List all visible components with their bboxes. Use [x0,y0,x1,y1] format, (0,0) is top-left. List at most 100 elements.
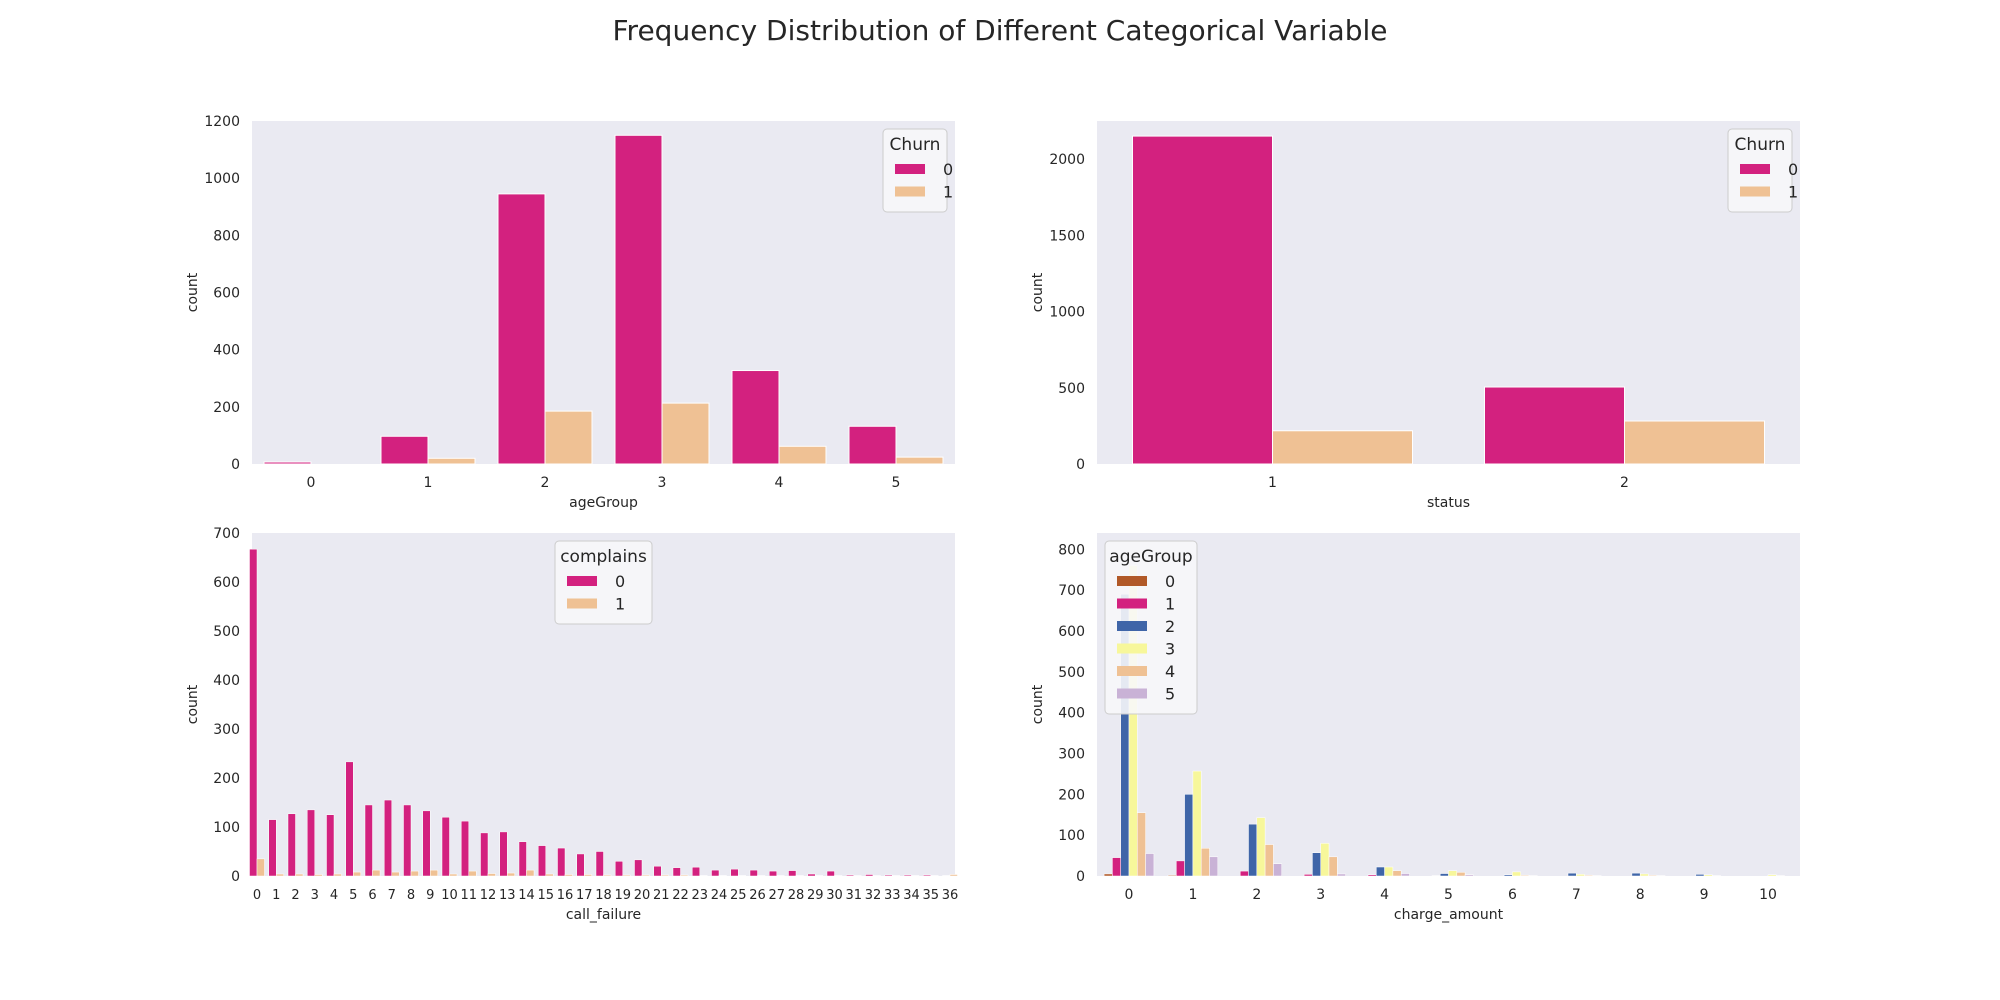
bar-ageGroup-0-series-0 [263,461,312,465]
bar-ageGroup-5-series-0 [848,425,897,465]
y-tick-label: 600 [1058,624,1085,640]
x-tick-label: 4 [775,475,784,491]
bar-charge-amount-1-series-1 [1176,860,1185,877]
bar-call-failure-14-series-0 [518,841,527,877]
bar-ageGroup-1-series-1 [427,457,476,465]
bar-call-failure-20-series-0 [634,859,643,877]
x-tick-label: 6 [368,888,376,903]
legend-swatch-2 [1117,621,1147,631]
bar-call-failure-13-series-0 [499,831,508,877]
bar-call-failure-5-series-1 [353,871,361,877]
legend-label-0: 0 [943,160,953,179]
y-tick-label: 1200 [204,114,240,130]
legend-label-0: 0 [615,572,625,591]
x-tick-label: 13 [499,888,516,903]
x-tick-label: 0 [253,888,261,903]
x-tick-label: 3 [311,888,319,903]
legend-swatch-0 [895,164,925,174]
bar-charge-amount-0-series-0 [1103,873,1113,877]
bar-call-failure-33-series-0 [884,874,893,877]
y-tick-label: 400 [1058,706,1085,722]
bar-ageGroup-5-series-1 [895,456,944,465]
bar-call-failure-2-series-1 [295,873,304,877]
legend-label-1: 1 [1165,595,1175,614]
bar-call-failure-18-series-0 [595,851,604,877]
y-tick-label: 200 [1058,787,1085,803]
y-tick-label: 200 [213,400,240,416]
x-tick-label: 17 [576,888,593,903]
y-tick-label: 1500 [1049,228,1085,244]
bar-charge-amount-10-series-3 [1767,874,1777,877]
bar-call-failure-17-series-1 [584,874,592,877]
x-tick-label: 4 [1380,887,1389,903]
bar-ageGroup-4-series-1 [778,445,827,465]
x-tick-label: 15 [537,888,554,903]
x-tick-label: 1 [1268,475,1277,491]
legend-label-0: 0 [1788,160,1798,179]
x-axis-label: charge_amount [1394,907,1504,923]
legend-swatch-4 [1117,666,1147,676]
x-tick-label: 22 [672,888,689,903]
y-tick-label: 1000 [1049,305,1085,321]
x-tick-label: 0 [1125,887,1134,903]
bar-charge-amount-5-series-2 [1439,873,1449,877]
legend-label-1: 1 [943,183,953,202]
y-tick-label: 500 [213,624,240,640]
bar-charge-amount-7-series-2 [1567,872,1577,877]
x-tick-label: 8 [407,888,415,903]
bar-call-failure-23-series-0 [692,866,700,877]
legend-swatch-1 [895,186,925,197]
legend: complains 0 1 [554,540,653,625]
bar-charge-amount-8-series-4 [1648,874,1658,877]
x-tick-label: 31 [845,888,862,903]
bar-call-failure-31-series-0 [846,874,854,877]
bar-status-1-series-0 [1132,135,1273,465]
legend-title: complains [560,547,647,567]
y-tick-label: 300 [213,722,240,738]
x-tick-label: 33 [884,888,901,903]
bar-ageGroup-2-series-1 [544,410,593,465]
y-tick-label: 800 [213,228,240,244]
legend-label-5: 5 [1165,685,1175,704]
y-tick-label: 2000 [1049,152,1085,168]
bar-call-failure-20-series-1 [641,874,650,877]
y-tick-label: 100 [1058,828,1085,844]
x-tick-label: 16 [557,888,574,903]
x-tick-label: 0 [307,475,316,491]
bar-call-failure-16-series-1 [564,874,573,877]
bar-call-failure-4-series-1 [333,873,342,877]
bar-charge-amount-1-series-2 [1184,794,1194,877]
y-tick-label: 200 [213,771,240,787]
legend-swatch-3 [1117,643,1147,654]
bar-ageGroup-4-series-0 [731,370,780,465]
bar-call-failure-12-series-1 [487,873,496,877]
x-tick-label: 34 [903,888,920,903]
y-tick-label: 500 [1058,665,1085,681]
bar-call-failure-26-series-0 [749,869,758,877]
legend-swatch-0 [1117,576,1147,586]
plot-area [252,121,955,464]
bar-call-failure-21-series-1 [661,874,669,877]
bar-call-failure-5-series-0 [345,761,354,877]
x-tick-label: 29 [807,888,824,903]
bar-charge-amount-0-series-1 [1112,857,1121,877]
x-tick-label: 32 [865,888,882,903]
legend-title: Churn [1735,135,1786,155]
bar-charge-amount-2-series-3 [1256,817,1266,877]
bar-charge-amount-1-series-3 [1192,770,1202,877]
bar-call-failure-22-series-0 [672,867,681,877]
legend-label-4: 4 [1165,662,1175,681]
x-tick-label: 5 [349,888,357,903]
bar-call-failure-7-series-0 [384,799,392,877]
legend-label-1: 1 [615,595,625,614]
x-tick-label: 4 [330,888,338,903]
bar-call-failure-8-series-1 [410,870,419,877]
x-tick-label: 2 [1252,887,1261,903]
bar-charge-amount-0-series-5 [1145,853,1155,877]
y-tick-label: 0 [231,457,240,473]
bar-call-failure-22-series-1 [680,874,689,877]
legend-swatch-5 [1117,688,1147,699]
x-tick-label: 2 [291,888,299,903]
x-tick-label: 1 [1188,887,1197,903]
